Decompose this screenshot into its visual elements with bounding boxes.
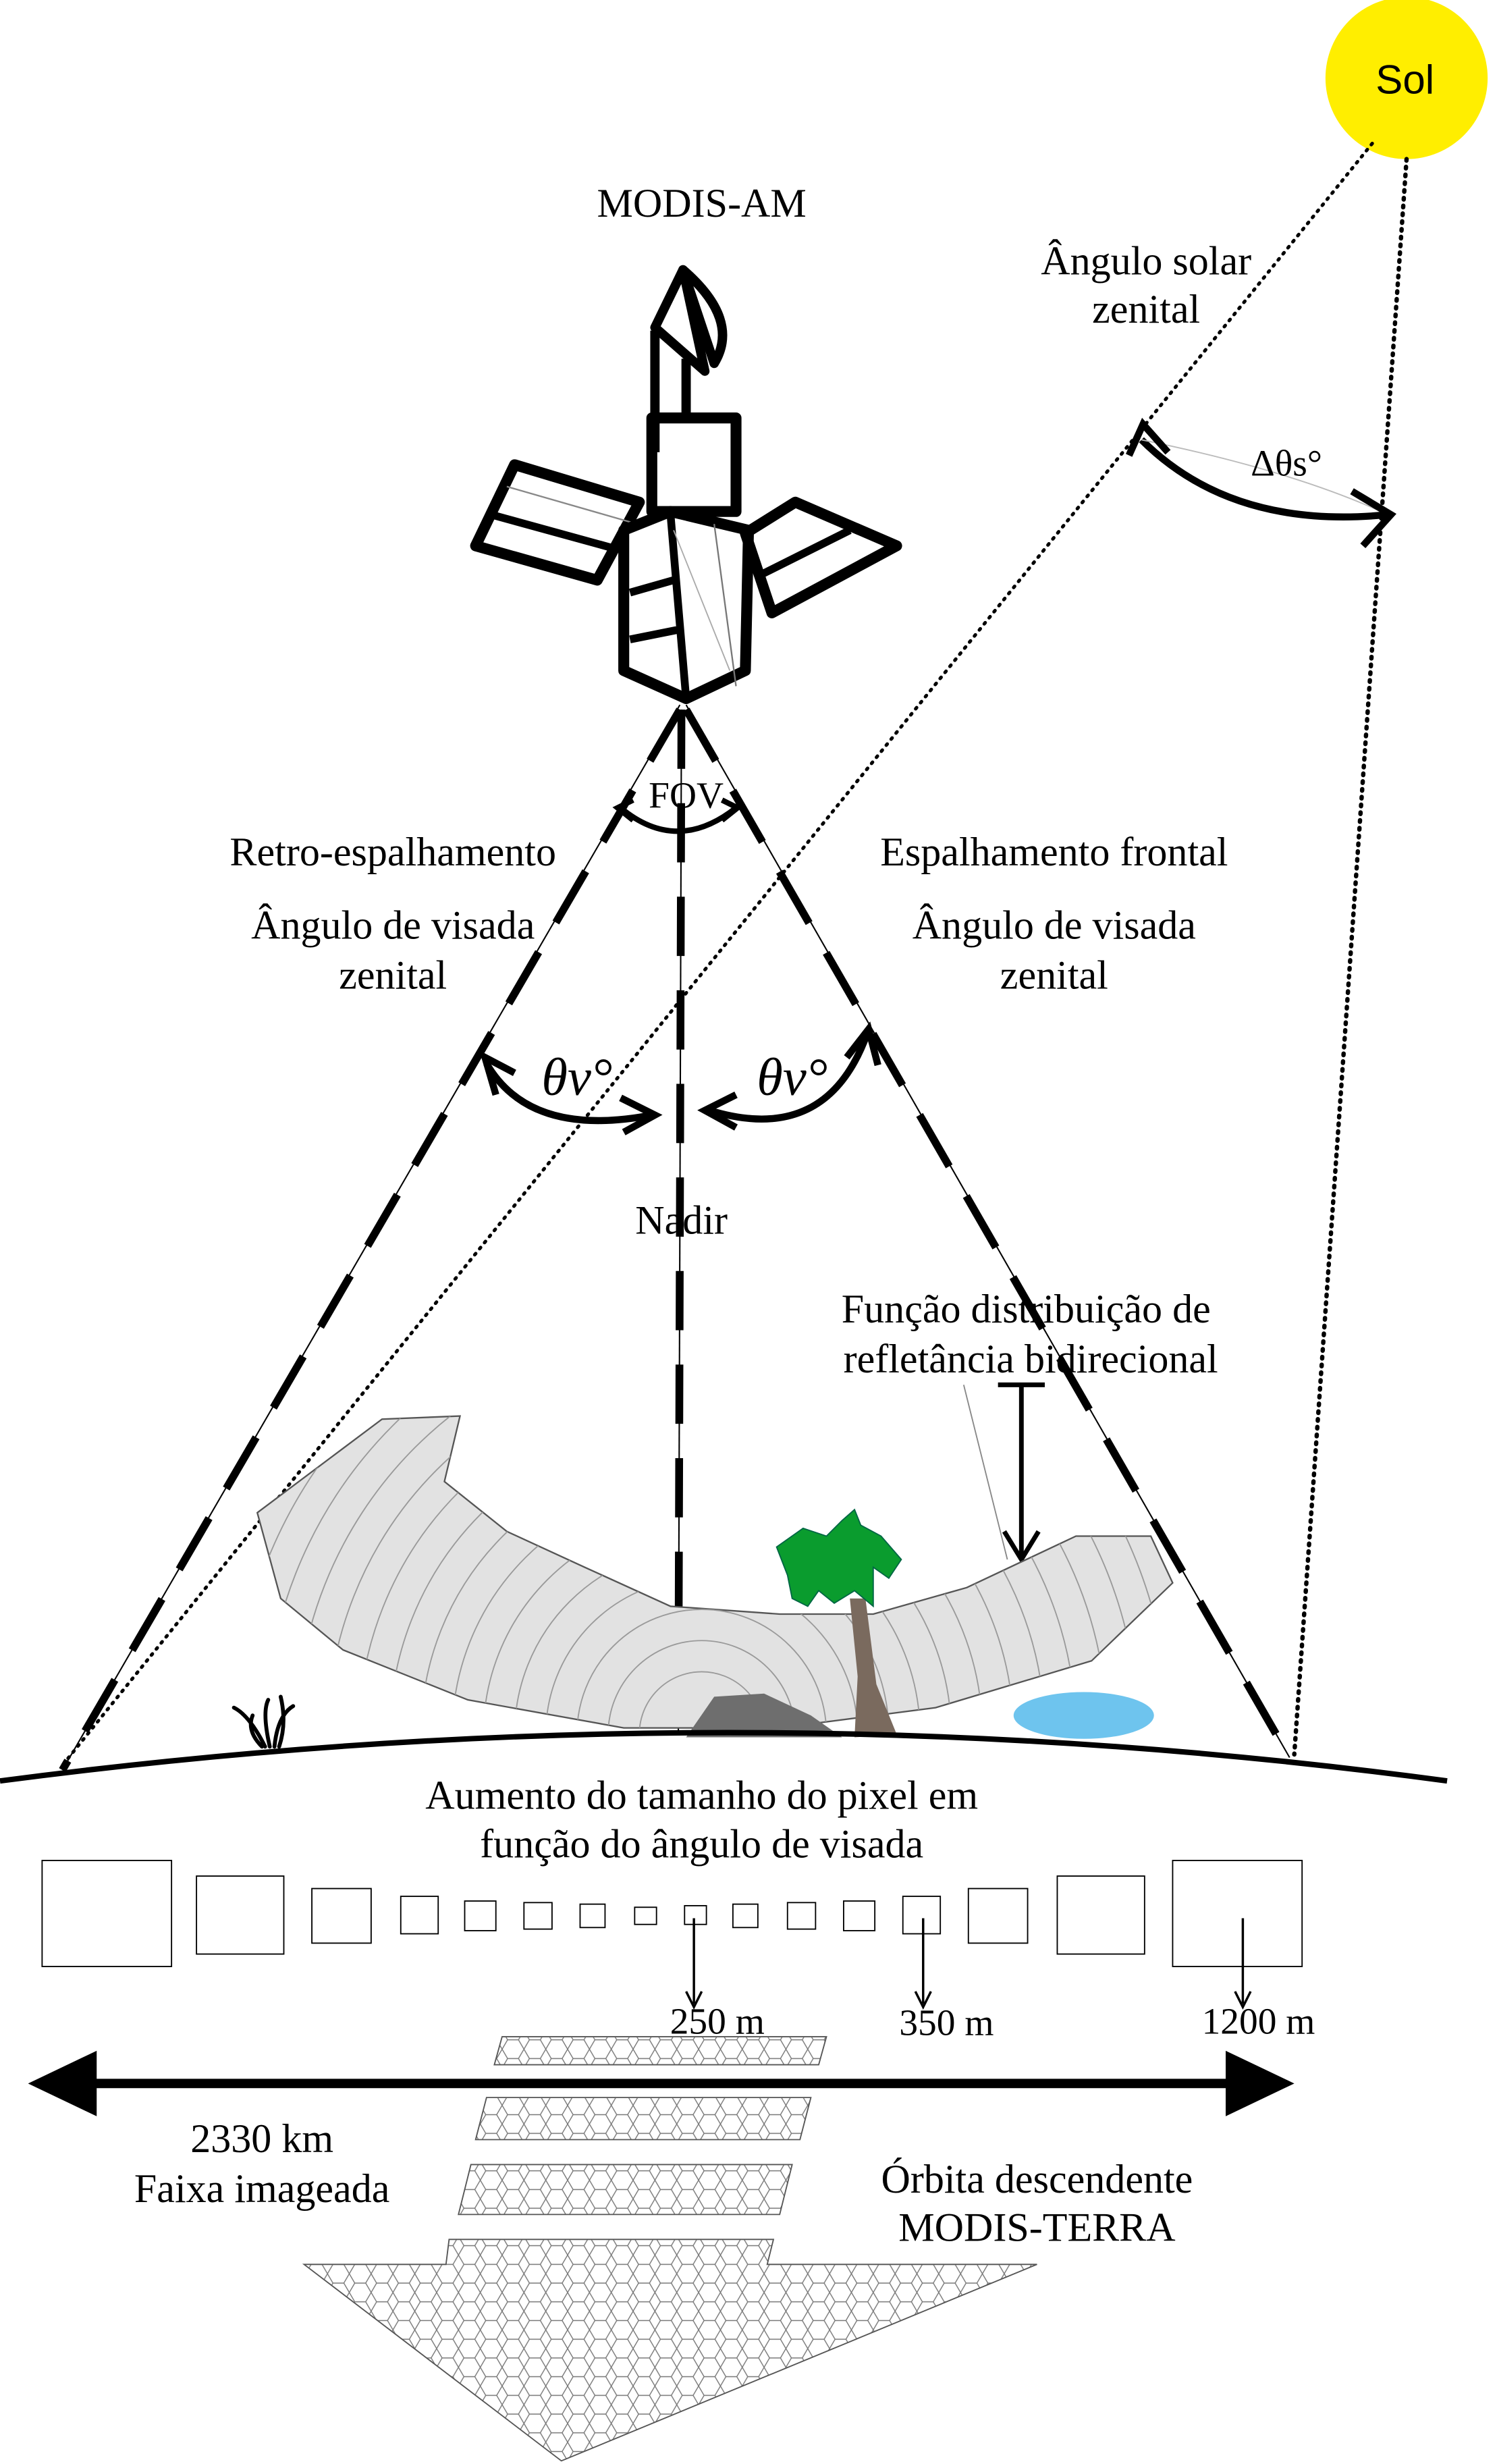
orbit-direction-arrow [302, 2239, 1037, 2462]
sun-label: Sol [1376, 57, 1434, 103]
pixel-box [1172, 1860, 1303, 1967]
view-zenith-right-line2: zenital [1000, 953, 1108, 998]
theta-v-right-label: θv° [757, 1048, 827, 1106]
solar-zenith-label-line2: zenital [1092, 286, 1200, 331]
pixel-box [579, 1903, 606, 1929]
pixel-box [196, 1875, 285, 1955]
orbit-strip [493, 2036, 827, 2066]
rock [686, 1693, 842, 1738]
swath-km-label: 2330 km [190, 2116, 333, 2161]
orbit-strips [302, 2036, 1037, 2462]
earth-surface [0, 1730, 1448, 1784]
fov-arc [612, 797, 743, 834]
modis-satellite [470, 265, 902, 705]
swath-text-label: Faixa imageada [134, 2166, 389, 2211]
delta-theta-s-label: Δθs° [1251, 443, 1322, 484]
pixel-box [843, 1900, 876, 1931]
view-zenith-left-line1: Ângulo de visada [251, 903, 535, 948]
theta-v-left-label: θv° [541, 1048, 612, 1106]
satellite-label: MODIS-AM [597, 180, 807, 225]
pixel-boxes [41, 1860, 1303, 1967]
pixel-growth-line1: Aumento do tamanho do pixel em [425, 1773, 978, 1818]
palm-leaves [775, 1508, 902, 1608]
solar-ray-vertical [1292, 157, 1409, 1757]
brdf-label-line1: Função distribuição de [842, 1286, 1211, 1331]
pixel-box [684, 1905, 707, 1925]
solar-zenith-angle-arc [1126, 417, 1396, 549]
view-zenith-arc-right [697, 1021, 881, 1131]
view-zenith-left-line2: zenital [339, 953, 447, 998]
fov-label: FOV [649, 775, 724, 816]
forward-scatter-label: Espalhamento frontal [880, 829, 1228, 874]
orbit-label-line2: MODIS-TERRA [898, 2205, 1175, 2250]
pixel-1200-label: 1200 m [1202, 2000, 1315, 2041]
pixel-box [311, 1887, 372, 1944]
pixel-growth-line2: função do ângulo de visada [480, 1821, 923, 1866]
pixel-box [464, 1900, 497, 1931]
pixel-box [1056, 1875, 1145, 1955]
orbit-strip [474, 2097, 812, 2141]
pixel-box [786, 1902, 817, 1930]
sun: Sol [1325, 0, 1488, 159]
dashed-view-right [682, 707, 1293, 1760]
brdf-pointer [962, 1382, 1045, 1564]
view-zenith-right-line1: Ângulo de visada [913, 903, 1196, 948]
pixel-box [967, 1887, 1029, 1944]
brdf-label-line2: refletância bidirecional [844, 1336, 1218, 1381]
view-zenith-arc-left [479, 1050, 663, 1135]
pixel-size-pointers [685, 1918, 1252, 2010]
pixel-box [634, 1906, 657, 1925]
pixel-350-label: 350 m [899, 2002, 994, 2043]
nadir-label: Nadir [635, 1197, 728, 1242]
pixel-box [41, 1860, 173, 1967]
water-pond [1013, 1692, 1154, 1739]
solar-ray-incident [60, 141, 1374, 1767]
pixel-box [902, 1896, 942, 1935]
pixel-box [523, 1902, 553, 1930]
swath-arrow [28, 2050, 1295, 2116]
orbit-strip [458, 2164, 793, 2216]
labels: Ângulo solar zenital Δθs° FOV Retro-espa… [229, 238, 1322, 1381]
dashed-view-left [59, 707, 684, 1772]
palm-trunk [850, 1598, 897, 1738]
pixel-250-label: 250 m [670, 2000, 765, 2041]
solar-zenith-label-line1: Ângulo solar [1041, 238, 1251, 284]
orbit-label-line1: Órbita descendente [881, 2156, 1193, 2201]
pixel-box [732, 1903, 759, 1929]
shrub [232, 1694, 296, 1749]
sun-disc [1325, 0, 1488, 159]
view-lines [59, 704, 1293, 1772]
backscatter-label: Retro-espalhamento [229, 829, 556, 874]
pixel-box [400, 1896, 439, 1935]
